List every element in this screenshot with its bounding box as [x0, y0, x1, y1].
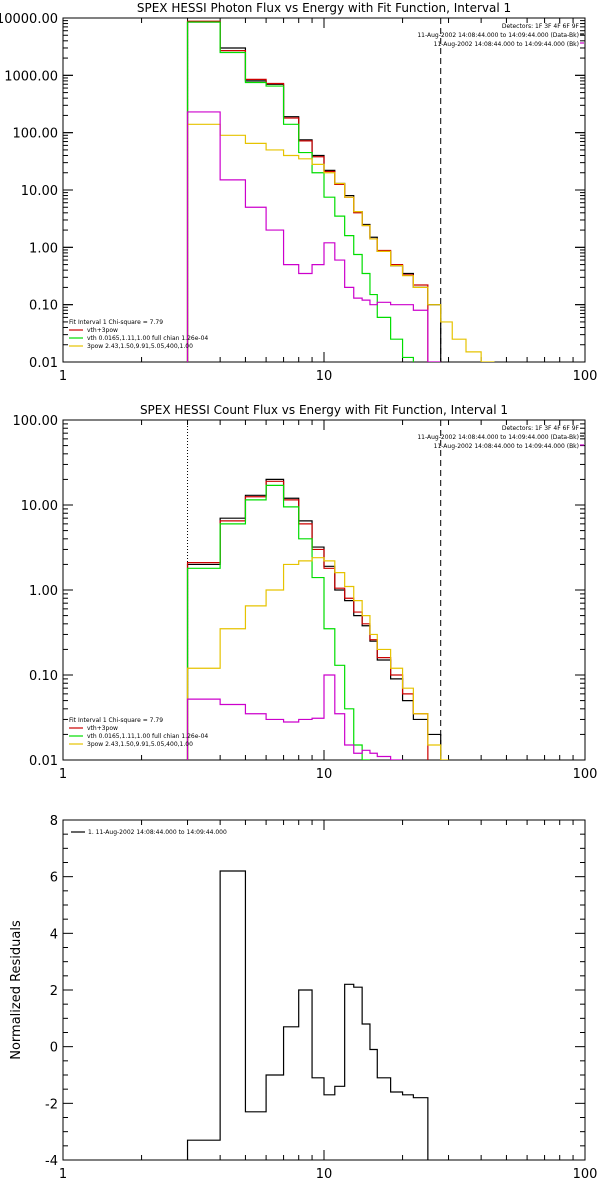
header-text-line-2: 11-Aug-2002 14:08:44.000 to 14:09:44.000… [417, 434, 579, 441]
series-3-line [186, 484, 370, 760]
y-tick-label: 4 [50, 927, 58, 942]
series-4-line [186, 123, 495, 362]
y-tick-label: 1.00 [29, 241, 58, 256]
fit-label: Fit Interval 1 Chi-square = 7.79 [69, 319, 163, 326]
y-tick-label: 10.00 [21, 184, 58, 199]
y-tick-label: 1000.00 [4, 69, 58, 84]
plot-area [186, 478, 449, 760]
plot-area [186, 20, 495, 362]
y-tick-label: 100.00 [13, 127, 59, 142]
series-1-line [186, 21, 442, 362]
x-tick-label: 1 [59, 767, 67, 782]
series-5-line [186, 111, 441, 362]
y-tick-label: 100.00 [13, 414, 59, 429]
chart-panel-3: 1 10 100 -4 -2 0 2 4 6 8 Normalized Residuals 1. 11… [9, 814, 597, 1182]
fit-line-text: vth+3pow [87, 327, 118, 334]
y-axis-label: Normalized Residuals [9, 920, 24, 1060]
y-tick-label: 10000.00 [0, 12, 58, 27]
series-3-line [186, 21, 414, 362]
chart-panel-1: SPEX HESSI Photon Flux vs Energy with Fi… [0, 1, 597, 384]
fit-line-text: 3pow 2.43,1.50,9.91,5.05,400,1.00 [87, 343, 193, 350]
y-tick-label: 1.00 [29, 584, 58, 599]
series-2-line [186, 20, 429, 362]
y-tick-label: 8 [50, 814, 58, 829]
y-tick-label: 2 [50, 984, 58, 999]
y-tick-label: 10.00 [21, 499, 58, 514]
header-text-line-1: Detectors: 1F 3F 4F 6F 9F [502, 425, 580, 432]
fit-label: Fit Interval 1 Chi-square = 7.79 [69, 717, 163, 724]
y-tick-label: -4 [45, 1154, 58, 1169]
chart-title: SPEX HESSI Count Flux vs Energy with Fit… [140, 403, 508, 417]
x-tick-label: 10 [316, 1167, 333, 1182]
legend-text: 1. 11-Aug-2002 14:08:44.000 to 14:09:44.… [88, 829, 227, 836]
plot-area [186, 870, 429, 1160]
series-2-line [186, 480, 429, 760]
y-tick-label: 0.10 [29, 669, 58, 684]
header-text-line-1: Detectors: 1F 3F 4F 6F 9F [502, 23, 580, 30]
series-1-line [186, 870, 429, 1160]
y-tick-label: -2 [45, 1097, 58, 1112]
header-text-line-3: 11-Aug-2002 14:08:44.000 to 14:09:44.000… [434, 443, 579, 450]
x-tick-label: 100 [573, 767, 598, 782]
x-tick-label: 1 [59, 369, 67, 384]
x-tick-label: 1 [59, 1167, 67, 1182]
fit-line-text: 3pow 2.43,1.50,9.91,5.05,400,1.00 [87, 741, 193, 748]
plot-frame [62, 819, 586, 1161]
y-tick-label: 0.01 [29, 356, 58, 371]
x-tick-label: 10 [316, 767, 333, 782]
y-tick-label: 0.01 [29, 754, 58, 769]
fit-line-text: vth+3pow [87, 725, 118, 732]
x-tick-label: 100 [573, 1167, 598, 1182]
fit-line-text: vth 0.0165,1.11,1.00 full chian 1.26e-04 [87, 335, 208, 342]
header-text-line-2: 11-Aug-2002 14:08:44.000 to 14:09:44.000… [417, 32, 579, 39]
fit-line-text: vth 0.0165,1.11,1.00 full chian 1.26e-04 [87, 733, 208, 740]
y-tick-label: 6 [50, 871, 58, 886]
series-4-line [186, 557, 449, 760]
x-tick-label: 100 [573, 369, 598, 384]
x-tick-label: 10 [316, 369, 333, 384]
y-tick-label: 0.10 [29, 299, 58, 314]
series-5-line [186, 674, 403, 760]
header-text-line-3: 11-Aug-2002 14:08:44.000 to 14:09:44.000… [434, 41, 579, 48]
chart-title: SPEX HESSI Photon Flux vs Energy with Fi… [137, 1, 511, 15]
chart-panel-2: SPEX HESSI Count Flux vs Energy with Fit… [13, 403, 598, 782]
y-tick-label: 0 [50, 1041, 58, 1056]
